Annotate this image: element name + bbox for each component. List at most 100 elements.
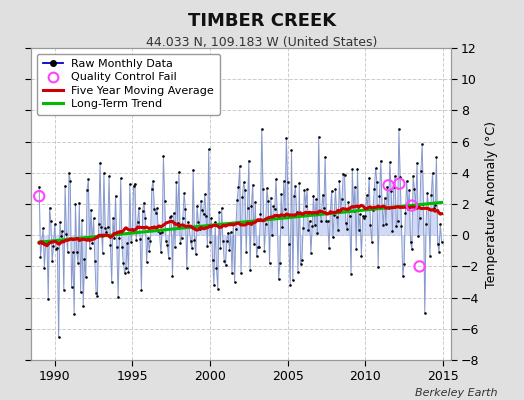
Point <box>424 206 433 213</box>
Point <box>373 179 381 185</box>
Point <box>387 188 395 194</box>
Point <box>250 241 258 247</box>
Point <box>408 246 416 252</box>
Point <box>308 222 316 229</box>
Point <box>323 218 332 224</box>
Point <box>364 204 372 211</box>
Point <box>313 230 322 237</box>
Point <box>314 134 323 140</box>
Point <box>353 165 362 172</box>
Point <box>325 244 333 251</box>
Point <box>150 206 159 212</box>
Point <box>276 260 284 266</box>
Point <box>87 206 95 213</box>
Point <box>348 166 356 173</box>
Point <box>347 270 355 277</box>
Point <box>246 267 254 274</box>
Point <box>389 184 398 190</box>
Point <box>217 205 226 211</box>
Point <box>144 235 152 241</box>
Point <box>303 186 311 192</box>
Point <box>63 249 72 255</box>
Point <box>301 203 310 209</box>
Point <box>233 197 242 203</box>
Point <box>54 333 63 340</box>
Point <box>182 265 191 271</box>
Point <box>74 260 82 266</box>
Point <box>100 170 108 176</box>
Point <box>215 209 223 216</box>
Point <box>173 220 182 226</box>
Point <box>219 238 227 245</box>
Point <box>225 247 234 254</box>
Point <box>75 200 83 206</box>
Point <box>160 198 169 204</box>
Point <box>355 227 363 233</box>
Point <box>263 185 271 192</box>
Point <box>46 205 54 211</box>
Point <box>297 260 305 267</box>
Point <box>358 212 367 219</box>
Point <box>236 163 244 170</box>
Point <box>40 264 49 271</box>
Point <box>399 273 407 279</box>
Point <box>265 260 274 266</box>
Point <box>269 203 278 210</box>
Point <box>312 196 320 202</box>
Point <box>137 287 146 294</box>
Point <box>248 182 257 188</box>
Point <box>189 166 198 173</box>
Point <box>204 146 213 152</box>
Point <box>232 226 240 232</box>
Point <box>143 259 151 265</box>
Point <box>305 218 314 224</box>
Point <box>418 141 427 147</box>
Point <box>408 202 416 209</box>
Point <box>375 193 384 200</box>
Point <box>171 244 179 251</box>
Point <box>66 177 74 184</box>
Point <box>374 263 383 270</box>
Point <box>79 302 88 309</box>
Point <box>335 178 344 184</box>
Point <box>329 234 337 241</box>
Point <box>140 199 148 206</box>
Point <box>99 250 107 256</box>
Point <box>427 192 435 198</box>
Point <box>384 205 392 211</box>
Point <box>105 173 113 179</box>
Point <box>124 269 133 275</box>
Point <box>209 257 217 264</box>
Point <box>41 238 50 245</box>
Point <box>138 207 147 214</box>
Point <box>234 184 243 190</box>
Point <box>91 258 99 264</box>
Point <box>326 210 334 216</box>
Point <box>372 165 380 171</box>
Point <box>377 158 385 164</box>
Point <box>350 207 358 214</box>
Point <box>343 226 351 232</box>
Point <box>155 230 163 236</box>
Point <box>307 250 315 256</box>
Point <box>221 261 230 268</box>
Point <box>214 285 222 292</box>
Point <box>119 260 127 266</box>
Point <box>287 146 296 153</box>
Point <box>113 244 121 250</box>
Point <box>237 270 245 276</box>
Point <box>253 253 261 259</box>
Point <box>254 244 262 250</box>
Point <box>220 258 228 264</box>
Text: Berkeley Earth: Berkeley Earth <box>416 388 498 398</box>
Point <box>317 218 325 224</box>
Point <box>279 178 288 184</box>
Point <box>410 186 419 192</box>
Point <box>162 238 170 244</box>
Point <box>52 246 60 252</box>
Point <box>185 224 193 230</box>
Point <box>224 229 232 236</box>
Point <box>239 179 248 186</box>
Point <box>132 236 140 243</box>
Point <box>145 248 154 254</box>
